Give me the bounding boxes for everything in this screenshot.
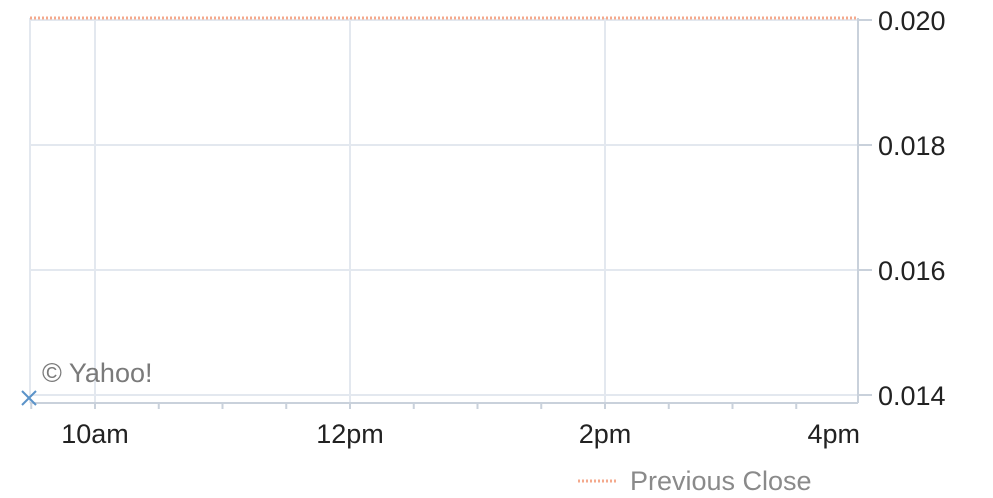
- x-tick-label-12pm: 12pm: [316, 419, 384, 449]
- x-axis-ticks: 10am 12pm 2pm 4pm: [61, 419, 860, 449]
- x-tick-label-10am: 10am: [61, 419, 129, 449]
- legend-previous-close-label: Previous Close: [630, 466, 812, 496]
- y-axis-ticks: 0.020 0.018 0.016 0.014: [858, 6, 946, 411]
- legend: Previous Close: [578, 466, 812, 496]
- y-tick-label-0.018: 0.018: [878, 131, 946, 161]
- x-tick-label-2pm: 2pm: [579, 419, 632, 449]
- yahoo-credit: © Yahoo!: [42, 358, 152, 388]
- axes: [29, 18, 859, 409]
- plot-area: [30, 18, 858, 403]
- x-tick-label-4pm: 4pm: [807, 419, 860, 449]
- y-tick-label-0.016: 0.016: [878, 256, 946, 286]
- grid-lines: [30, 18, 858, 403]
- crosshair-marker-icon: [21, 390, 37, 406]
- y-tick-label-0.020: 0.020: [878, 6, 946, 36]
- y-tick-label-0.014: 0.014: [878, 381, 946, 411]
